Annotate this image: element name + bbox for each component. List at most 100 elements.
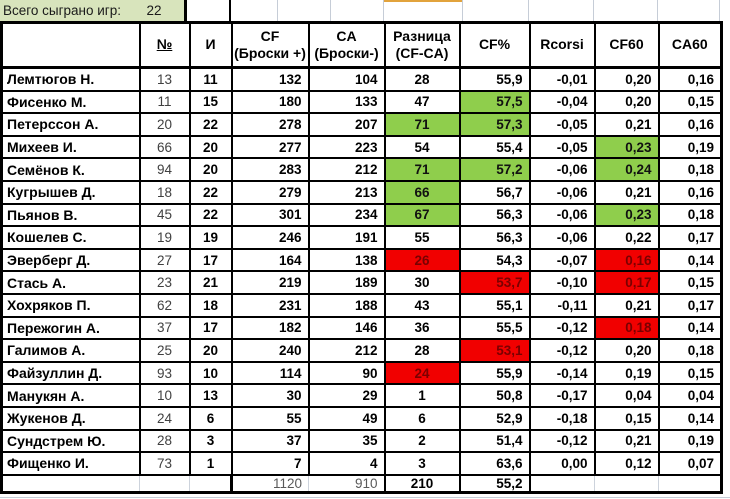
cf-cell[interactable]: 231 xyxy=(230,292,310,318)
player-name-cell[interactable]: Фищенко И. xyxy=(0,451,141,476)
player-name-cell[interactable]: Сундстрем Ю. xyxy=(0,428,141,454)
cf-cell[interactable]: 114 xyxy=(230,360,310,386)
games-cell[interactable]: 20 xyxy=(188,338,233,363)
cfpct-cell[interactable]: 63,6 xyxy=(458,451,531,476)
ca-cell[interactable]: 213 xyxy=(307,179,386,205)
ca-cell[interactable]: 35 xyxy=(307,428,386,454)
diff-cell[interactable]: 26 xyxy=(383,247,461,273)
player-name-cell[interactable]: Стась А. xyxy=(0,270,141,295)
totals-empty-cell[interactable] xyxy=(139,474,190,493)
rcorsi-cell[interactable]: -0,11 xyxy=(528,292,596,318)
cfpct-cell[interactable]: 53,1 xyxy=(458,338,531,363)
cfpct-cell[interactable]: 50,8 xyxy=(458,383,531,408)
diff-cell[interactable]: 28 xyxy=(383,66,461,92)
cf-cell[interactable]: 279 xyxy=(230,179,310,205)
ca60-cell[interactable]: 0,18 xyxy=(657,202,723,228)
diff-cell[interactable]: 36 xyxy=(383,315,461,341)
cf60-cell[interactable]: 0,20 xyxy=(593,89,660,115)
games-cell[interactable]: 10 xyxy=(188,360,233,386)
cfpct-cell[interactable]: 53,7 xyxy=(458,270,531,295)
ca-cell[interactable]: 90 xyxy=(307,360,386,386)
header-diff[interactable]: Разница (CF-CA) xyxy=(383,21,461,69)
cf60-cell[interactable]: 0,23 xyxy=(593,202,660,228)
diff-cell[interactable]: 71 xyxy=(383,157,461,182)
ca-cell[interactable]: 223 xyxy=(307,134,386,160)
games-cell[interactable]: 20 xyxy=(188,157,233,182)
totals-empty-cell[interactable] xyxy=(594,474,659,493)
ca-cell[interactable]: 138 xyxy=(307,247,386,273)
cf-cell[interactable]: 278 xyxy=(230,112,310,137)
ca-cell[interactable]: 188 xyxy=(307,292,386,318)
games-cell[interactable]: 18 xyxy=(188,292,233,318)
games-cell[interactable]: 6 xyxy=(188,405,233,431)
games-cell[interactable]: 13 xyxy=(188,383,233,408)
cf60-cell[interactable]: 0,04 xyxy=(593,383,660,408)
player-name-cell[interactable]: Семёнов К. xyxy=(0,157,141,182)
cf-cell[interactable]: 301 xyxy=(230,202,310,228)
ca60-cell[interactable]: 0,14 xyxy=(657,315,723,341)
diff-cell[interactable]: 54 xyxy=(383,134,461,160)
player-number-cell[interactable]: 18 xyxy=(138,179,191,205)
cf-cell[interactable]: 283 xyxy=(230,157,310,182)
rcorsi-cell[interactable]: -0,07 xyxy=(528,247,596,273)
ca-cell[interactable]: 29 xyxy=(307,383,386,408)
player-name-cell[interactable]: Петерссон А. xyxy=(0,112,141,137)
cfpct-cell[interactable]: 57,2 xyxy=(458,157,531,182)
cf-cell[interactable]: 219 xyxy=(230,270,310,295)
player-number-cell[interactable]: 20 xyxy=(138,112,191,137)
player-number-cell[interactable]: 11 xyxy=(138,89,191,115)
ca60-cell[interactable]: 0,15 xyxy=(657,89,723,115)
ca60-cell[interactable]: 0,19 xyxy=(657,428,723,454)
games-played-cell[interactable]: Всего сыграно игр: 22 xyxy=(0,0,184,21)
ca60-cell[interactable]: 0,18 xyxy=(657,338,723,363)
rcorsi-cell[interactable]: -0,10 xyxy=(528,270,596,295)
player-name-cell[interactable]: Кошелев С. xyxy=(0,225,141,250)
ca-cell[interactable]: 4 xyxy=(307,451,386,476)
player-name-cell[interactable]: Жукенов Д. xyxy=(0,405,141,431)
ca60-cell[interactable]: 0,14 xyxy=(657,405,723,431)
header-cf60[interactable]: CF60 xyxy=(593,21,660,69)
cf60-cell[interactable]: 0,21 xyxy=(593,179,660,205)
player-name-cell[interactable]: Эверберг Д. xyxy=(0,247,141,273)
ca-cell[interactable]: 207 xyxy=(307,112,386,137)
player-name-cell[interactable]: Фисенко М. xyxy=(0,89,141,115)
ca-cell[interactable]: 212 xyxy=(307,338,386,363)
rcorsi-cell[interactable]: -0,12 xyxy=(528,338,596,363)
cf60-cell[interactable]: 0,22 xyxy=(593,225,660,250)
cf60-cell[interactable]: 0,21 xyxy=(593,428,660,454)
diff-cell[interactable]: 66 xyxy=(383,179,461,205)
player-number-cell[interactable]: 19 xyxy=(138,225,191,250)
cf60-cell[interactable]: 0,16 xyxy=(593,247,660,273)
cf-cell[interactable]: 182 xyxy=(230,315,310,341)
rcorsi-cell[interactable]: -0,04 xyxy=(528,89,596,115)
cf-cell[interactable]: 164 xyxy=(230,247,310,273)
games-cell[interactable]: 22 xyxy=(188,202,233,228)
player-number-cell[interactable]: 27 xyxy=(138,247,191,273)
cfpct-cell[interactable]: 57,3 xyxy=(458,112,531,137)
ca60-cell[interactable]: 0,16 xyxy=(657,66,723,92)
totals-cf-cell[interactable]: 1120 xyxy=(230,474,309,493)
player-number-cell[interactable]: 24 xyxy=(138,405,191,431)
cf-cell[interactable]: 7 xyxy=(230,451,310,476)
ca-cell[interactable]: 146 xyxy=(307,315,386,341)
diff-cell[interactable]: 55 xyxy=(383,225,461,250)
cf60-cell[interactable]: 0,21 xyxy=(593,292,660,318)
header-ca60[interactable]: CA60 xyxy=(657,21,723,69)
rcorsi-cell[interactable]: -0,05 xyxy=(528,112,596,137)
totals-empty-cell[interactable] xyxy=(1,474,140,493)
ca-cell[interactable]: 212 xyxy=(307,157,386,182)
rcorsi-cell[interactable]: -0,06 xyxy=(528,225,596,250)
header-name[interactable] xyxy=(0,21,141,69)
ca-cell[interactable]: 133 xyxy=(307,89,386,115)
cfpct-cell[interactable]: 56,3 xyxy=(458,225,531,250)
player-number-cell[interactable]: 25 xyxy=(138,338,191,363)
cfpct-cell[interactable]: 56,7 xyxy=(458,179,531,205)
games-cell[interactable]: 3 xyxy=(188,428,233,454)
cf-cell[interactable]: 180 xyxy=(230,89,310,115)
cfpct-cell[interactable]: 55,4 xyxy=(458,134,531,160)
ca60-cell[interactable]: 0,16 xyxy=(657,112,723,137)
totals-cfpct-cell[interactable]: 55,2 xyxy=(458,473,531,494)
ca60-cell[interactable]: 0,17 xyxy=(657,292,723,318)
cf-cell[interactable]: 55 xyxy=(230,405,310,431)
cfpct-cell[interactable]: 55,5 xyxy=(458,315,531,341)
